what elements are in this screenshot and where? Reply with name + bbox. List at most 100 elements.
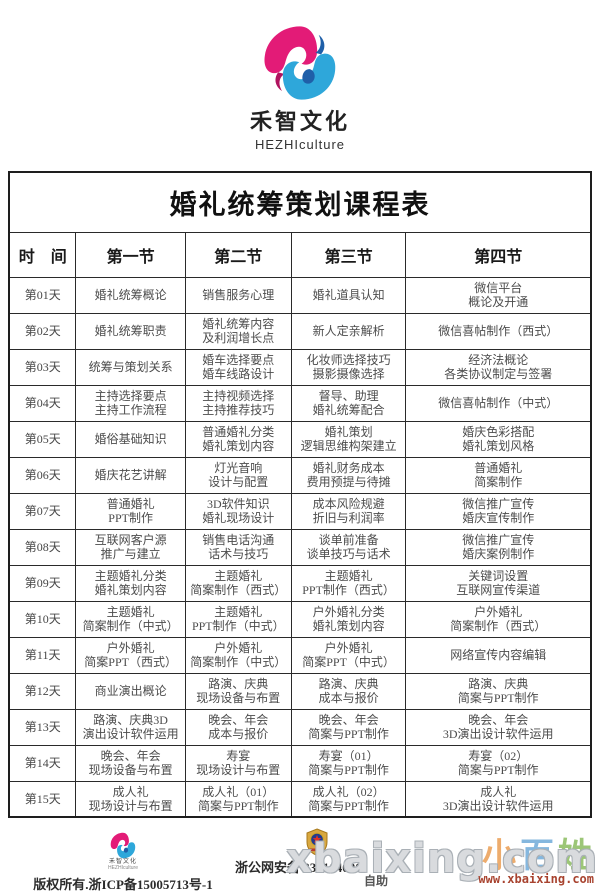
- course-cell: 路演、庆典 现场设备与布置: [184, 672, 292, 710]
- course-cell: 晚会、年会 3D演出设计软件运用: [405, 708, 592, 746]
- course-cell: 商业演出概论: [75, 672, 186, 710]
- column-header-time: 时 间: [8, 231, 77, 278]
- footer: 禾智文化 HEZHIculture 版权所有.浙ICP备15005713号-1 …: [0, 822, 600, 892]
- course-cell: 婚礼财务成本 费用预提与待摊: [290, 456, 407, 494]
- table-row: 第13天 路演、庆典3D 演出设计软件运用 晚会、年会 成本与报价 晚会、年会 简案与…: [8, 708, 592, 746]
- day-cell: 第01天: [8, 276, 77, 314]
- course-cell: 主题婚礼 简案制作（中式）: [75, 600, 186, 638]
- course-cell: 主持选择要点 主持工作流程: [75, 384, 186, 422]
- course-cell: 路演、庆典 成本与报价: [290, 672, 407, 710]
- course-cell: 微信喜帖制作（西式）: [405, 312, 592, 350]
- course-cell: 销售电话沟通 话术与技巧: [184, 528, 292, 566]
- course-cell: 主持视频选择 主持推荐技巧: [184, 384, 292, 422]
- course-cell: 普通婚礼 简案制作: [405, 456, 592, 494]
- table-title: 婚礼统筹策划课程表: [8, 171, 592, 233]
- table-row: 第02天 婚礼统筹职责 婚礼统筹内容 及利润增长点 新人定亲解析 微信喜帖制作（西式）: [8, 312, 592, 350]
- table-row: 第07天 普通婚礼 PPT制作 3D软件知识 婚礼现场设计 成本风险规避 折旧与利润率…: [8, 492, 592, 530]
- day-cell: 第15天: [8, 780, 77, 818]
- copyright-text: 版权所有.浙ICP备15005713号-1: [33, 877, 213, 892]
- brand-name: 禾智文化: [249, 109, 350, 134]
- day-cell: 第10天: [8, 600, 77, 638]
- course-cell: 户外婚礼 简案PPT（中式）: [290, 636, 407, 674]
- column-header-session3: 第三节: [290, 231, 407, 278]
- course-cell: 婚礼道具认知: [290, 276, 407, 314]
- course-cell: 3D软件知识 婚礼现场设计: [184, 492, 292, 530]
- table-row: 第14天 晚会、年会 现场设备与布置 寿宴 现场设计与布置 寿宴（01） 简案与PPT…: [8, 744, 592, 782]
- day-cell: 第08天: [8, 528, 77, 566]
- course-cell: 婚礼统筹概论: [75, 276, 186, 314]
- course-cell: 主题婚礼 简案制作（西式）: [184, 564, 292, 602]
- course-cell: 互联网客户源 推广与建立: [75, 528, 186, 566]
- table-row: 第08天 互联网客户源 推广与建立 销售电话沟通 话术与技巧 谈单前准备 谈单技巧与话…: [8, 528, 592, 566]
- course-cell: 婚礼统筹内容 及利润增长点: [184, 312, 292, 350]
- table-row: 第11天 户外婚礼 简案PPT（西式） 户外婚礼 简案制作（中式） 户外婚礼 简案PP…: [8, 636, 592, 674]
- hezhi-swirl-logo-icon-small: [110, 832, 136, 859]
- public-security-badge-icon: [306, 828, 328, 856]
- day-cell: 第14天: [8, 744, 77, 782]
- course-cell: 微信推广宣传 婚庆案例制作: [405, 528, 592, 566]
- day-cell: 第09天: [8, 564, 77, 602]
- course-cell: 晚会、年会 简案与PPT制作: [290, 708, 407, 746]
- course-cell: 灯光音响 设计与配置: [184, 456, 292, 494]
- course-cell: 微信喜帖制作（中式）: [405, 384, 592, 422]
- footer-copyright-block: 禾智文化 HEZHIculture 版权所有.浙ICP备15005713号-1: [28, 832, 218, 893]
- course-cell: 谈单前准备 谈单技巧与话术: [290, 528, 407, 566]
- course-cell: 主题婚礼 PPT制作（中式）: [184, 600, 292, 638]
- course-cell: 婚礼统筹职责: [75, 312, 186, 350]
- course-cell: 婚庆色彩搭配 婚礼策划风格: [405, 420, 592, 458]
- table-row: 第10天 主题婚礼 简案制作（中式） 主题婚礼 PPT制作（中式） 户外婚礼分类 婚礼…: [8, 600, 592, 638]
- table-row: 第03天 统筹与策划关系 婚车选择要点 婚车线路设计 化妆师选择技巧 摄影摄像选择 经济…: [8, 348, 592, 386]
- table-row: 第09天 主题婚礼分类 婚礼策划内容 主题婚礼 简案制作（西式） 主题婚礼 PPT制作…: [8, 564, 592, 602]
- course-cell: 微信平台 概论及开通: [405, 276, 592, 314]
- course-cell: 督导、助理 婚礼统筹配合: [290, 384, 407, 422]
- day-cell: 第04天: [8, 384, 77, 422]
- course-cell: 成人礼 现场设计与布置: [75, 780, 186, 818]
- brand-header: 禾智文化 HEZHIculture: [0, 0, 600, 152]
- course-cell: 统筹与策划关系: [75, 348, 186, 386]
- footer-mini-logo-subtitle: HEZHIculture: [107, 865, 138, 871]
- table-row: 第06天 婚庆花艺讲解 灯光音响 设计与配置 婚礼财务成本 费用预提与待摊 普通婚礼 简…: [8, 456, 592, 494]
- course-table-body: 第01天 婚礼统筹概论 销售服务心理 婚礼道具认知 微信平台 概论及开通 第02天 婚礼统筹…: [8, 276, 592, 818]
- course-cell: 晚会、年会 现场设备与布置: [75, 744, 186, 782]
- course-cell: 晚会、年会 成本与报价: [184, 708, 292, 746]
- column-header-session2: 第二节: [184, 231, 292, 278]
- column-header-session1: 第一节: [75, 231, 186, 278]
- day-cell: 第03天: [8, 348, 77, 386]
- table-header-row: 时 间 第一节 第二节 第三节 第四节: [8, 231, 592, 278]
- table-row: 第05天 婚俗基础知识 普通婚礼分类 婚礼策划内容 婚礼策划 逻辑思维构架建立 婚庆色彩…: [8, 420, 592, 458]
- course-cell: 成人礼 3D演出设计软件运用: [405, 780, 592, 818]
- hezhi-swirl-logo-icon: [264, 26, 336, 100]
- course-cell: 户外婚礼 简案制作（中式）: [184, 636, 292, 674]
- course-table: 婚礼统筹策划课程表 时 间 第一节 第二节 第三节 第四节 第01天 婚礼统筹概论…: [8, 171, 592, 818]
- course-cell: 路演、庆典3D 演出设计软件运用: [75, 708, 186, 746]
- day-cell: 第05天: [8, 420, 77, 458]
- course-cell: 寿宴（01） 简案与PPT制作: [290, 744, 407, 782]
- course-cell: 经济法概论 各类协议制定与签署: [405, 348, 592, 386]
- course-cell: 化妆师选择技巧 摄影摄像选择: [290, 348, 407, 386]
- course-cell: 婚车选择要点 婚车线路设计: [184, 348, 292, 386]
- course-cell: 销售服务心理: [184, 276, 292, 314]
- course-cell: 婚俗基础知识: [75, 420, 186, 458]
- day-cell: 第11天: [8, 636, 77, 674]
- course-cell: 主题婚礼 PPT制作（西式）: [290, 564, 407, 602]
- course-cell: 网络宣传内容编辑: [405, 636, 592, 674]
- course-cell: 成人礼（01） 简案与PPT制作: [184, 780, 292, 818]
- course-cell: 婚庆花艺讲解: [75, 456, 186, 494]
- course-cell: 寿宴（02） 简案与PPT制作: [405, 744, 592, 782]
- course-cell: 新人定亲解析: [290, 312, 407, 350]
- course-cell: 成本风险规避 折旧与利润率: [290, 492, 407, 530]
- table-row: 第04天 主持选择要点 主持工作流程 主持视频选择 主持推荐技巧 督导、助理 婚礼统筹…: [8, 384, 592, 422]
- day-cell: 第02天: [8, 312, 77, 350]
- course-cell: 主题婚礼分类 婚礼策划内容: [75, 564, 186, 602]
- day-cell: 第13天: [8, 708, 77, 746]
- day-cell: 第12天: [8, 672, 77, 710]
- course-cell: 户外婚礼 简案PPT（西式）: [75, 636, 186, 674]
- course-cell: 婚礼策划 逻辑思维构架建立: [290, 420, 407, 458]
- table-row: 第12天 商业演出概论 路演、庆典 现场设备与布置 路演、庆典 成本与报价 路演、庆典 …: [8, 672, 592, 710]
- course-cell: 成人礼（02） 简案与PPT制作: [290, 780, 407, 818]
- course-cell: 户外婚礼 简案制作（西式）: [405, 600, 592, 638]
- course-cell: 寿宴 现场设计与布置: [184, 744, 292, 782]
- table-row: 第01天 婚礼统筹概论 销售服务心理 婚礼道具认知 微信平台 概论及开通: [8, 276, 592, 314]
- course-cell: 户外婚礼分类 婚礼策划内容: [290, 600, 407, 638]
